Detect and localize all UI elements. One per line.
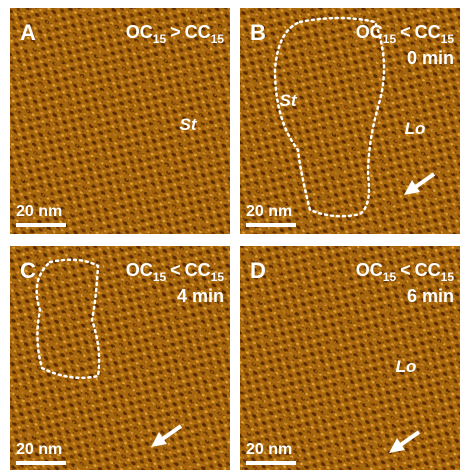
time: 6 min — [407, 286, 454, 306]
figure: AOC15>CC15St20 nmBOC15<CC150 minStLo20 n… — [0, 0, 461, 470]
condition-right: CC — [185, 22, 211, 42]
scale-bar — [246, 223, 296, 227]
condition-relation: > — [170, 22, 181, 42]
condition-left: OC — [126, 260, 153, 280]
condition-right-sub: 15 — [211, 270, 225, 284]
scale-label: 20 nm — [16, 441, 62, 458]
condition-right-sub: 15 — [441, 270, 455, 284]
condition-relation: < — [400, 260, 411, 280]
time: 0 min — [407, 48, 454, 68]
domain-label: St — [280, 91, 298, 110]
scale-bar — [16, 461, 66, 465]
condition-left-sub: 15 — [153, 270, 167, 284]
condition-left-sub: 15 — [383, 32, 397, 46]
time: 4 min — [177, 286, 224, 306]
condition-relation: < — [170, 260, 181, 280]
condition-right: CC — [415, 260, 441, 280]
scale-label: 20 nm — [246, 441, 292, 458]
condition-right: CC — [185, 260, 211, 280]
panel-letter: B — [250, 20, 266, 45]
condition-left: OC — [356, 260, 383, 280]
scale-bar — [16, 223, 66, 227]
condition-relation: < — [400, 22, 411, 42]
domain-label: Lo — [405, 119, 426, 138]
scale-bar — [246, 461, 296, 465]
scale-label: 20 nm — [246, 203, 292, 220]
domain-label: Lo — [396, 357, 417, 376]
panel-letter: C — [20, 258, 36, 283]
domain-label: St — [180, 115, 198, 134]
panel-letter: D — [250, 258, 266, 283]
condition-right-sub: 15 — [441, 32, 455, 46]
condition-right-sub: 15 — [211, 32, 225, 46]
scale-label: 20 nm — [16, 203, 62, 220]
condition-left-sub: 15 — [153, 32, 167, 46]
panel-letter: A — [20, 20, 36, 45]
condition-left-sub: 15 — [383, 270, 397, 284]
condition-left: OC — [126, 22, 153, 42]
condition-right: CC — [415, 22, 441, 42]
